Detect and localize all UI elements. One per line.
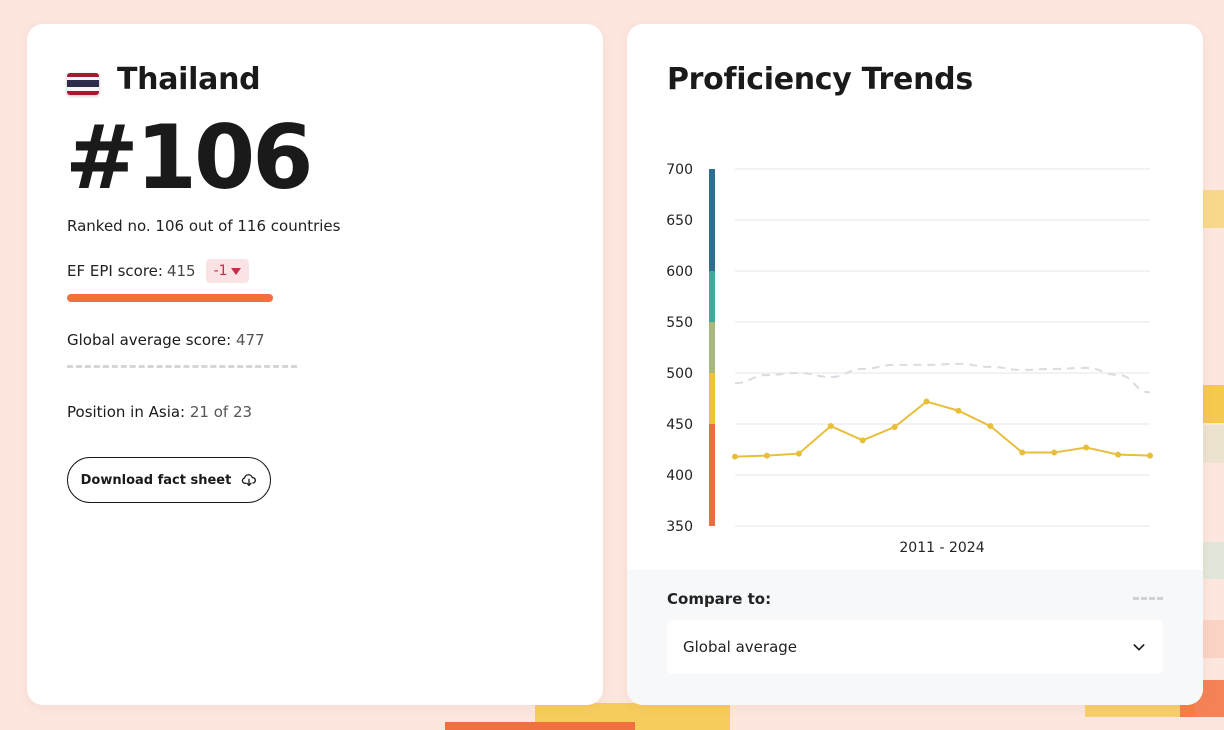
decor-block	[1203, 385, 1224, 423]
proficiency-band-segment	[709, 169, 715, 271]
data-point	[827, 423, 834, 430]
proficiency-trends-card: Proficiency Trends 700 650 600 550 500 450 400…	[627, 24, 1203, 705]
y-tick-label: 600	[666, 264, 693, 280]
data-point	[732, 453, 738, 460]
decor-block	[1203, 620, 1224, 658]
asia-position-label: Position in Asia:	[67, 403, 186, 421]
proficiency-band-segment	[709, 271, 715, 322]
chevron-down-icon	[1133, 644, 1145, 651]
data-point	[795, 450, 802, 457]
proficiency-line-chart: 700 650 600 550 500 450 400 350 2011 - 2024	[666, 162, 1153, 556]
triangle-down-icon	[230, 267, 241, 275]
cloud-download-icon	[242, 474, 257, 486]
download-button-label: Download fact sheet	[80, 472, 232, 488]
decor-block	[1203, 190, 1224, 228]
global-average-bar	[67, 365, 297, 368]
y-tick-label: 700	[666, 162, 693, 178]
rank-number: #106	[65, 106, 313, 209]
data-point	[955, 407, 962, 414]
score-change-value: -1	[213, 263, 228, 279]
y-tick-label: 500	[666, 366, 693, 382]
data-point	[1147, 452, 1153, 459]
global-average-series-line	[734, 362, 1151, 394]
compare-panel: Compare to: Global average	[627, 570, 1203, 705]
compare-selected-value: Global average	[683, 638, 798, 656]
data-point	[1019, 449, 1026, 456]
y-tick-label: 650	[666, 213, 693, 229]
global-average-label: Global average score:	[67, 331, 232, 349]
y-tick-label: 450	[666, 417, 693, 433]
compare-select[interactable]: Global average	[667, 620, 1163, 674]
decor-block	[1085, 703, 1195, 717]
proficiency-band-segment	[709, 322, 715, 373]
global-average-value: 477	[235, 331, 265, 349]
global-average-legend-dash	[1133, 597, 1163, 600]
y-tick-label: 550	[666, 315, 693, 331]
data-point	[987, 423, 994, 430]
download-fact-sheet-button[interactable]: Download fact sheet	[67, 457, 271, 503]
compare-label: Compare to:	[667, 590, 772, 608]
score-label: EF EPI score:	[67, 262, 163, 280]
x-axis-label: 2011 - 2024	[899, 540, 984, 556]
proficiency-band-segment	[709, 373, 715, 424]
score-change-badge: -1	[205, 259, 249, 283]
decor-block	[1203, 542, 1224, 579]
country-name: Thailand	[117, 62, 261, 97]
data-point	[1051, 449, 1058, 456]
score-value: 415	[166, 262, 196, 280]
data-point	[891, 424, 898, 431]
decor-block	[445, 722, 635, 730]
asia-position-row: Position in Asia: 21 of 23	[67, 403, 252, 421]
ranked-text: Ranked no. 106 out of 116 countries	[67, 217, 341, 235]
score-bar	[67, 294, 273, 302]
data-point	[763, 452, 770, 459]
y-tick-label: 400	[666, 468, 693, 484]
data-point	[1115, 451, 1122, 458]
data-point	[1083, 444, 1090, 451]
thailand-flag-icon	[67, 73, 99, 95]
data-point	[923, 398, 930, 405]
decor-block	[1203, 425, 1224, 463]
country-score-series-line	[734, 400, 1151, 458]
score-row: EF EPI score: 415 -1	[67, 259, 249, 283]
trends-title: Proficiency Trends	[667, 62, 973, 97]
asia-position-value: 21 of 23	[189, 403, 253, 421]
data-point	[859, 437, 866, 444]
global-average-row: Global average score: 477	[67, 331, 265, 349]
country-summary-card: Thailand #106 Ranked no. 106 out of 116 …	[27, 24, 603, 705]
proficiency-band-segment	[709, 424, 715, 526]
y-tick-label: 350	[666, 519, 693, 535]
